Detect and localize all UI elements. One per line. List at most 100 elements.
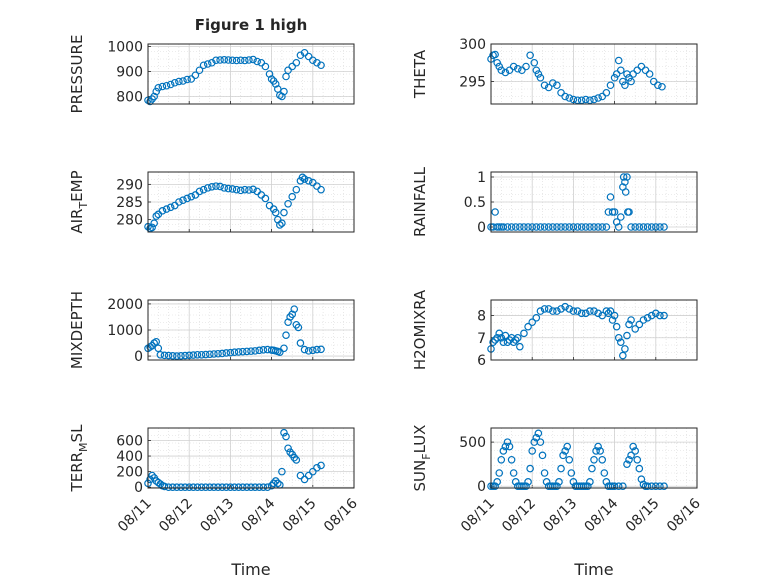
data-point [621, 178, 629, 186]
data-point [602, 307, 611, 315]
data-point [557, 223, 565, 231]
subplot-3: 280 285 290 AIRTEMP [68, 170, 355, 234]
data-point [284, 444, 292, 453]
data-point [631, 325, 640, 333]
data-point [214, 483, 222, 492]
data-point [621, 345, 629, 353]
data-point [651, 309, 660, 318]
data-point [222, 349, 231, 357]
data-point [520, 329, 528, 338]
data-point [294, 323, 303, 332]
data-point [581, 482, 590, 491]
data-point [606, 193, 615, 201]
data-point [284, 199, 292, 208]
data-point [610, 482, 619, 491]
data-point [586, 223, 594, 231]
data-point [199, 61, 208, 70]
y-tick-label: 1000 [107, 323, 143, 339]
data-point [520, 482, 528, 491]
data-point [166, 80, 175, 89]
data-point [567, 469, 576, 477]
data-point [532, 433, 541, 442]
data-point [614, 482, 623, 491]
data-point [226, 348, 235, 357]
data-point [183, 75, 191, 84]
data-point [548, 482, 557, 491]
x-tick-label: 08/11 [115, 496, 155, 536]
data-point [598, 455, 607, 464]
data-point [526, 464, 534, 473]
data-point [499, 223, 508, 231]
data-point [156, 480, 165, 488]
data-point [259, 346, 268, 354]
data-point [621, 81, 629, 90]
data-point [623, 331, 631, 340]
data-point [193, 483, 202, 492]
data-point [505, 442, 514, 451]
data-point [513, 64, 522, 73]
data-point [561, 223, 569, 231]
data-point [513, 333, 522, 342]
data-point [548, 223, 557, 231]
data-point [185, 351, 194, 360]
data-point [300, 345, 309, 354]
data-point [220, 55, 229, 64]
data-point [181, 483, 189, 492]
data-point [257, 58, 266, 67]
x-tick-label: 08/14 [582, 495, 622, 535]
data-point [540, 81, 549, 90]
data-point [175, 77, 183, 86]
data-point [602, 223, 611, 231]
data-point [317, 185, 325, 194]
y-tick-label: 1000 [107, 40, 143, 56]
data-point [220, 184, 229, 192]
data-point [214, 349, 222, 358]
y-tick-label: 800 [116, 90, 143, 106]
data-point [505, 66, 514, 75]
data-point [507, 223, 516, 231]
data-point [619, 173, 628, 181]
data-point [218, 349, 226, 358]
data-point [158, 82, 167, 91]
data-point [296, 339, 305, 347]
data-point [193, 350, 202, 359]
data-point [497, 333, 506, 342]
data-point [253, 57, 261, 66]
data-point [565, 305, 574, 313]
data-point [160, 351, 169, 360]
data-point [187, 75, 196, 83]
data-point [489, 482, 497, 491]
data-point [292, 185, 301, 194]
data-point [288, 192, 297, 201]
data-point [623, 460, 631, 468]
data-point [255, 483, 264, 492]
data-point [553, 81, 561, 90]
data-point [557, 88, 565, 97]
data-point [212, 56, 220, 65]
data-point [627, 77, 635, 86]
data-point [276, 221, 284, 229]
data-point [536, 438, 545, 446]
data-point [643, 313, 652, 322]
data-point [524, 322, 532, 331]
data-point [540, 223, 549, 231]
data-point [317, 61, 325, 70]
data-point [259, 483, 268, 492]
data-point [195, 187, 204, 196]
data-point [602, 478, 611, 486]
data-point [577, 309, 586, 318]
data-point [276, 348, 284, 356]
y-tick-label: 7 [477, 331, 486, 347]
data-point [522, 62, 530, 71]
data-point [614, 333, 623, 342]
data-point [296, 471, 305, 480]
y-tick-label: 0 [134, 480, 143, 496]
subplot-4: 0 0.5 1 RAINFALL [411, 166, 698, 237]
data-point [536, 223, 545, 231]
y-tick-label: 6 [477, 353, 486, 369]
data-point [594, 309, 602, 318]
data-point [162, 81, 171, 90]
data-point [249, 55, 257, 64]
data-point [304, 471, 313, 480]
